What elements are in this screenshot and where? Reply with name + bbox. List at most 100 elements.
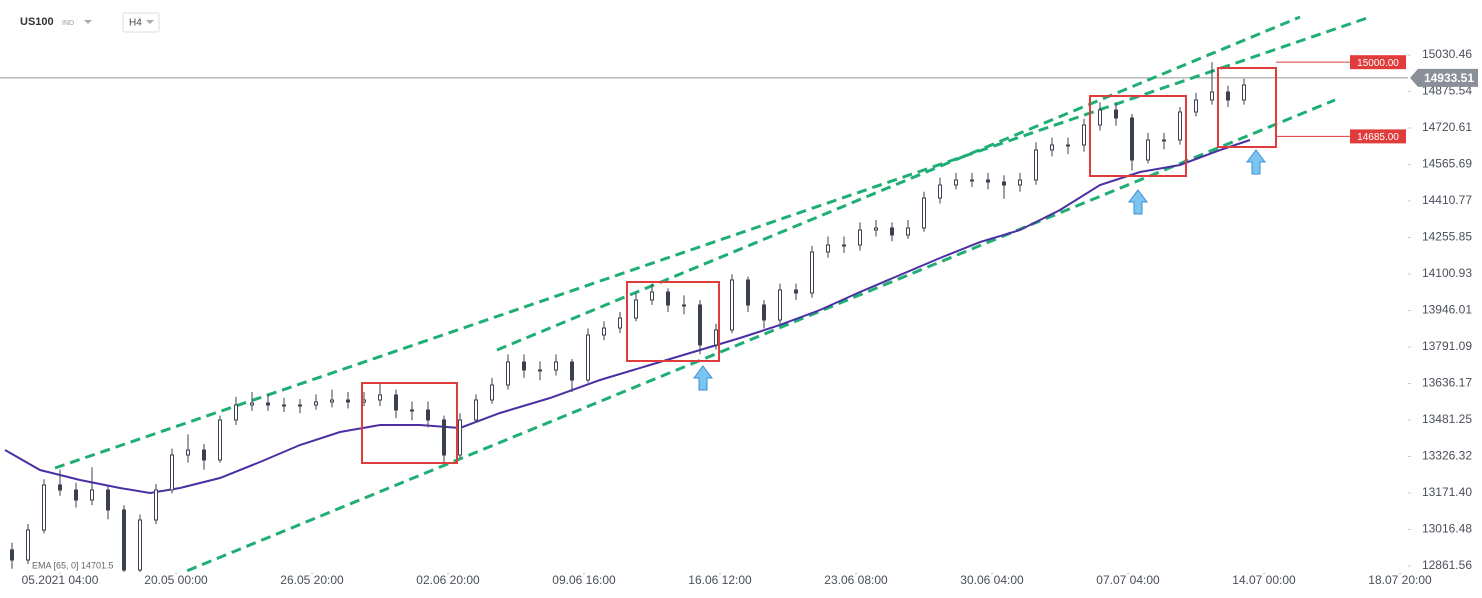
last-price-tag bbox=[1410, 68, 1478, 87]
y-tick-label: 13791.09 bbox=[1422, 339, 1472, 353]
candle-body bbox=[218, 419, 222, 461]
candle-body bbox=[10, 549, 14, 561]
zone-box bbox=[626, 280, 720, 362]
candle-body bbox=[938, 184, 942, 199]
y-tick-label: 14410.77 bbox=[1422, 193, 1472, 207]
x-tick-label: 26.05 20:00 bbox=[280, 573, 344, 587]
candle-body bbox=[522, 361, 526, 371]
price-level-label: 15000.00 bbox=[1357, 58, 1399, 69]
candle-body bbox=[890, 227, 894, 236]
x-tick-label: 09.06 16:00 bbox=[552, 573, 616, 587]
candle-body bbox=[810, 251, 814, 294]
up-arrow bbox=[693, 365, 713, 391]
y-tick-label: 14255.85 bbox=[1422, 230, 1472, 244]
candle-body bbox=[826, 244, 830, 253]
candle-body bbox=[106, 489, 110, 511]
candle-body bbox=[410, 409, 414, 412]
candle-body bbox=[1082, 124, 1086, 146]
candle-body bbox=[682, 304, 686, 307]
candle-body bbox=[874, 227, 878, 231]
y-tick-label: 13016.48 bbox=[1422, 522, 1472, 536]
axes: 15030.46 14875.54 14720.61 14565.69 14410.77… bbox=[22, 47, 1478, 587]
x-tick-label: 23.06 08:00 bbox=[824, 573, 888, 587]
candle-body bbox=[586, 334, 590, 381]
candle-body bbox=[714, 329, 718, 346]
x-tick-label: 07.07 04:00 bbox=[1096, 573, 1160, 587]
zone-box bbox=[361, 381, 458, 465]
zone-box bbox=[1089, 95, 1187, 177]
candle-body bbox=[282, 404, 286, 407]
candle-body bbox=[1226, 91, 1230, 101]
candle-body bbox=[1162, 139, 1166, 142]
y-tick-label: 12861.56 bbox=[1422, 558, 1472, 572]
candle-body bbox=[1194, 99, 1198, 113]
ema-legend: EMA [65, 0] 14701.5 bbox=[32, 560, 114, 570]
market: IND bbox=[62, 20, 74, 27]
candle-body bbox=[634, 299, 638, 319]
candle-body bbox=[26, 529, 30, 561]
up-arrow bbox=[1128, 189, 1148, 215]
price-level-label: 14685.00 bbox=[1357, 132, 1399, 143]
plot-area bbox=[0, 15, 1408, 572]
candle-body bbox=[1178, 111, 1182, 141]
candle-body bbox=[442, 419, 446, 456]
candle-body bbox=[346, 399, 350, 403]
candle-body bbox=[506, 361, 510, 386]
candle-body bbox=[602, 327, 606, 336]
candle-body bbox=[1066, 144, 1070, 147]
y-tick-label: 14565.69 bbox=[1422, 157, 1472, 171]
dropdown-caret[interactable] bbox=[146, 20, 154, 24]
candle-body bbox=[762, 304, 766, 321]
candle-body bbox=[1002, 181, 1006, 186]
candle-body bbox=[266, 402, 270, 406]
candle-body bbox=[730, 279, 734, 331]
y-tick-label: 14875.54 bbox=[1422, 84, 1472, 98]
candle-body bbox=[570, 361, 574, 381]
candle-body bbox=[122, 509, 126, 571]
candle-body bbox=[906, 227, 910, 236]
candle-body bbox=[1210, 91, 1214, 101]
up-arrow bbox=[1246, 149, 1266, 175]
y-tick-label: 15030.46 bbox=[1422, 47, 1472, 61]
y-tick-label: 13481.25 bbox=[1422, 412, 1472, 426]
x-tick-label: 14.07 00:00 bbox=[1232, 573, 1296, 587]
candle-body bbox=[490, 384, 494, 401]
candle-body bbox=[1130, 117, 1134, 161]
candle-body bbox=[378, 394, 382, 401]
candle-body bbox=[698, 304, 702, 346]
header: US100 IND H4 bbox=[20, 12, 160, 33]
candle-body bbox=[954, 179, 958, 186]
candle-body bbox=[1034, 149, 1038, 181]
candle-body bbox=[298, 404, 302, 407]
candle-body bbox=[202, 449, 206, 461]
candle-body bbox=[1114, 109, 1118, 119]
y-tick-label: 14720.61 bbox=[1422, 120, 1472, 134]
trendline bbox=[180, 98, 1336, 572]
symbol[interactable]: US100 bbox=[20, 16, 54, 28]
candle-body bbox=[1098, 109, 1102, 126]
timeframe[interactable]: H4 bbox=[129, 18, 142, 29]
x-tick-label: 02.06 20:00 bbox=[416, 573, 480, 587]
candle-body bbox=[666, 291, 670, 306]
candle-body bbox=[250, 402, 254, 406]
candle-body bbox=[138, 519, 142, 571]
candle-body bbox=[234, 404, 238, 421]
candle-body bbox=[314, 401, 318, 406]
candle-body bbox=[90, 489, 94, 501]
candle-body bbox=[74, 489, 78, 501]
timeframe-box[interactable] bbox=[122, 12, 160, 33]
x-tick-label: 16.06 12:00 bbox=[688, 573, 752, 587]
price-level-tag bbox=[1350, 55, 1406, 70]
candle-body bbox=[1018, 179, 1022, 186]
x-tick-label: 30.06 04:00 bbox=[960, 573, 1024, 587]
candle-body bbox=[538, 369, 542, 372]
candle-body bbox=[186, 449, 190, 456]
candle-body bbox=[58, 484, 62, 491]
trendline bbox=[54, 15, 1371, 470]
candle-body bbox=[922, 197, 926, 229]
candle-body bbox=[458, 419, 462, 456]
dropdown-caret[interactable] bbox=[84, 20, 92, 24]
x-tick-label: 05.2021 04:00 bbox=[22, 573, 99, 587]
candle-body bbox=[970, 179, 974, 182]
